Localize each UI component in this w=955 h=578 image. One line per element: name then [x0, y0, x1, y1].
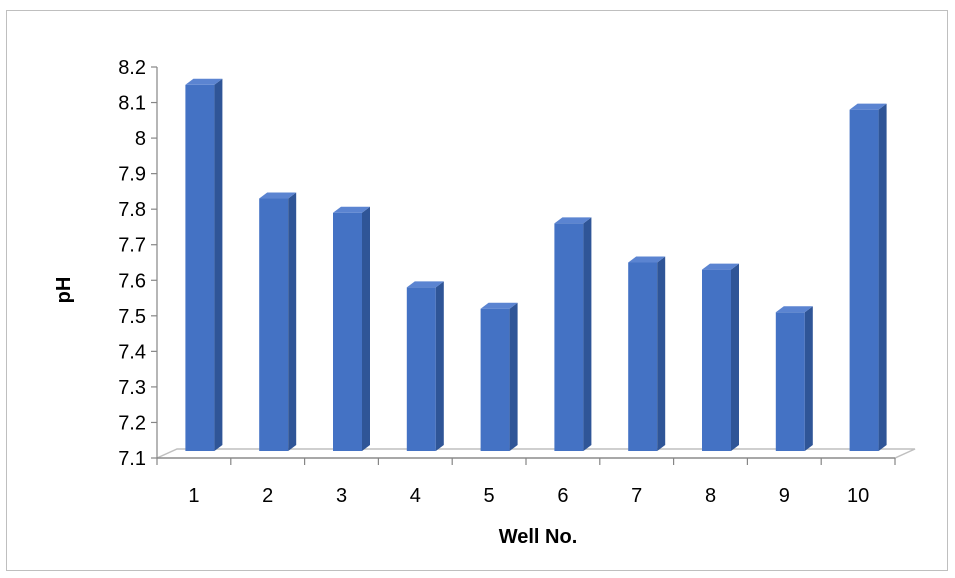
y-tick-label: 7.4	[118, 341, 146, 363]
x-axis: 1 2 3 4 5 6 7 8 9 10	[157, 458, 895, 507]
x-tick-label: 3	[336, 485, 347, 507]
bar-side	[288, 193, 296, 451]
bar	[407, 281, 444, 451]
y-tick-label: 7.1	[118, 448, 146, 470]
bar-side	[657, 257, 665, 452]
bar-side	[436, 281, 444, 451]
x-tick-label: 6	[557, 485, 568, 507]
y-tick-label: 8	[135, 128, 146, 150]
y-tick-label: 8.1	[118, 93, 146, 115]
bar	[333, 207, 370, 451]
x-tick-label: 1	[188, 485, 199, 507]
bar-front	[333, 213, 362, 451]
bar-side	[362, 207, 370, 451]
x-tick-label: 9	[779, 485, 790, 507]
bar-front	[554, 223, 583, 451]
bar-side	[805, 306, 813, 451]
bar	[850, 104, 887, 451]
bar	[702, 264, 739, 451]
x-axis-title: Well No.	[499, 526, 578, 548]
y-tick-label: 7.7	[118, 235, 146, 257]
bar-series	[185, 79, 886, 451]
y-tick-label: 8.2	[118, 57, 146, 79]
bar-front	[776, 312, 805, 451]
y-tick-label: 7.6	[118, 270, 146, 292]
bar	[776, 306, 813, 451]
y-tick-label: 7.2	[118, 412, 146, 434]
x-tick-label: 7	[631, 485, 642, 507]
bar-side	[879, 104, 887, 451]
x-tick-label: 10	[847, 485, 869, 507]
bar-front	[259, 199, 288, 451]
bar-front	[702, 270, 731, 451]
bar-front	[850, 110, 879, 451]
y-axis-title: pH	[53, 277, 75, 304]
bar-front	[185, 85, 214, 451]
bar-side	[731, 264, 739, 451]
bar-front	[407, 287, 436, 451]
x-tick-label: 4	[410, 485, 421, 507]
bar-side	[214, 79, 222, 451]
y-tick-label: 7.8	[118, 199, 146, 221]
y-tick-label: 7.5	[118, 306, 146, 328]
y-axis: 7.1 7.2 7.3 7.4 7.5 7.6 7.7 7.8 7.9 8 8.1 8.2	[118, 57, 157, 470]
bar-side	[510, 303, 518, 451]
bar-front	[481, 309, 510, 451]
bar-front	[628, 263, 657, 452]
bar	[481, 303, 518, 451]
bar	[185, 79, 222, 451]
bar	[554, 217, 591, 451]
x-tick-label: 8	[705, 485, 716, 507]
bar	[259, 193, 296, 451]
x-tick-label: 5	[484, 485, 495, 507]
x-tick-label: 2	[262, 485, 273, 507]
bar-side	[583, 217, 591, 451]
y-tick-label: 7.9	[118, 164, 146, 186]
bar	[628, 257, 665, 452]
y-tick-label: 7.3	[118, 377, 146, 399]
